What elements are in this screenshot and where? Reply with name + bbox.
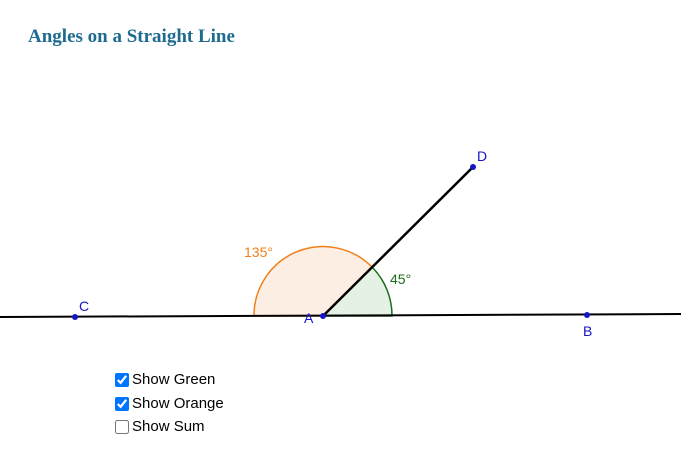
angle-label: 45° xyxy=(390,271,411,287)
checkbox-label: Show Sum xyxy=(132,418,205,435)
point-label: B xyxy=(583,323,592,339)
checkbox-label: Show Orange xyxy=(132,395,224,412)
point-label: D xyxy=(477,148,487,164)
angle-label: 135° xyxy=(244,244,273,260)
point[interactable] xyxy=(72,314,78,320)
title: Angles on a Straight Line xyxy=(28,26,235,47)
point[interactable] xyxy=(470,164,476,170)
ray-ad xyxy=(322,166,474,317)
checkbox-label: Show Green xyxy=(132,371,216,388)
point[interactable] xyxy=(320,313,326,319)
checkbox-row[interactable]: Show Sum xyxy=(115,418,205,435)
line-cb xyxy=(0,313,681,318)
point-label: A xyxy=(304,310,314,326)
checkbox-row[interactable]: Show Green xyxy=(115,371,215,388)
checkbox-row[interactable]: Show Orange xyxy=(115,395,224,412)
point[interactable] xyxy=(584,312,590,318)
checkbox[interactable] xyxy=(115,372,129,387)
checkbox[interactable] xyxy=(115,396,129,411)
point-label: C xyxy=(79,298,89,314)
checkbox[interactable] xyxy=(115,419,129,434)
orange-angle xyxy=(253,245,374,317)
